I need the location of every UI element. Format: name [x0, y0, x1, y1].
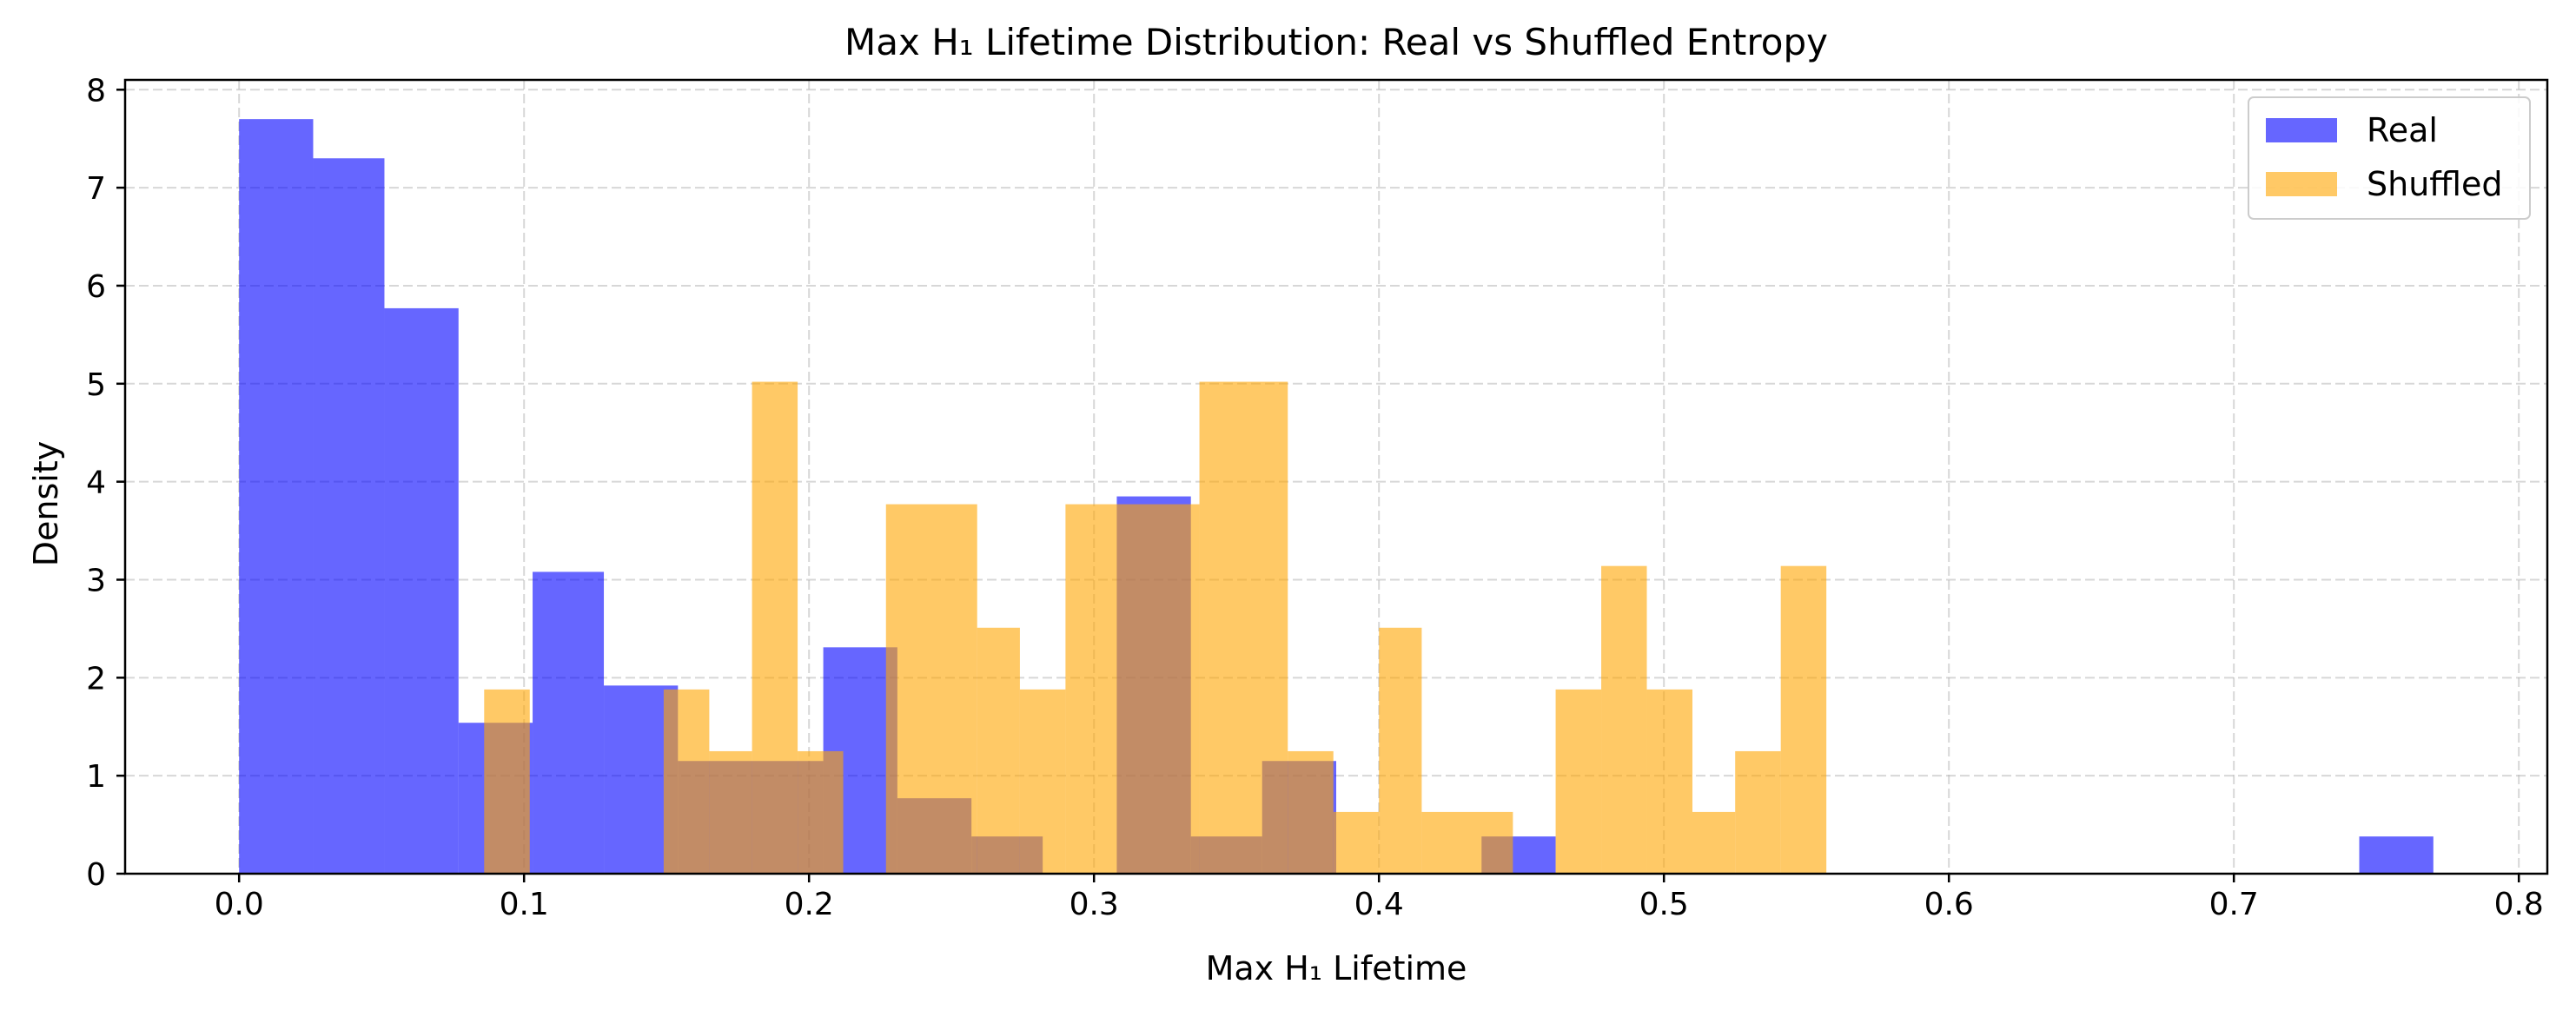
- shuffled-bar: [484, 689, 530, 874]
- histogram-bars: [239, 119, 2434, 875]
- y-tick-label: 1: [86, 759, 106, 795]
- axes: 0.0 0.1 0.2 0.3 0.4 0.5 0.6 0.7 0.8 0 1 2 3 4 5 6 7 8: [86, 73, 2549, 922]
- x-tick-label: 0.4: [1354, 887, 1404, 922]
- x-tick-label: 0.5: [1639, 887, 1689, 922]
- shuffled-bar: [1199, 381, 1288, 875]
- x-tick-label: 0.8: [2494, 887, 2544, 922]
- shuffled-bar: [1692, 811, 1736, 874]
- x-tick-label: 0.3: [1069, 887, 1119, 922]
- shuffled-bar: [1601, 565, 1647, 874]
- y-tick-label: 5: [86, 367, 106, 403]
- shuffled-bar: [1288, 750, 1334, 874]
- real-bar: [239, 119, 314, 874]
- legend: Real Shuffled: [2248, 96, 2531, 220]
- x-tick-label: 0.1: [500, 887, 549, 922]
- legend-label-shuffled: Shuffled: [2367, 165, 2503, 203]
- y-tick-label: 2: [86, 661, 106, 697]
- shuffled-bar: [1646, 689, 1692, 874]
- x-tick-label: 0.6: [1924, 887, 1974, 922]
- y-axis-label: Density: [27, 441, 65, 566]
- legend-swatch-shuffled: [2266, 172, 2337, 196]
- shuffled-bar: [1735, 750, 1781, 874]
- y-tick-label: 7: [86, 171, 106, 207]
- shuffled-bar: [1019, 689, 1066, 874]
- y-tick-label: 0: [86, 857, 106, 893]
- shuffled-bar: [1065, 504, 1200, 874]
- chart-title: Max H₁ Lifetime Distribution: Real vs Sh…: [844, 21, 1828, 63]
- shuffled-bar: [752, 381, 798, 875]
- real-bar: [384, 307, 459, 875]
- y-tick-label: 3: [86, 563, 106, 598]
- real-bar: [533, 571, 605, 874]
- shuffled-bar: [1780, 565, 1827, 874]
- shuffled-bar: [798, 750, 844, 874]
- shuffled-bar: [885, 504, 977, 874]
- shuffled-bar: [1333, 811, 1380, 874]
- y-tick-label: 6: [86, 269, 106, 305]
- plot-frame: [123, 78, 2549, 875]
- legend-swatch-real: [2266, 118, 2337, 142]
- real-bar: [313, 158, 385, 874]
- shuffled-bar: [1421, 811, 1513, 874]
- y-tick-label: 4: [86, 466, 106, 501]
- shuffled-bar: [977, 627, 1020, 874]
- x-tick-label: 0.0: [215, 887, 264, 922]
- real-bar: [2359, 836, 2434, 874]
- legend-label-real: Real: [2367, 111, 2438, 149]
- shuffled-bar: [1555, 689, 1602, 874]
- x-tick-label: 0.2: [785, 887, 834, 922]
- shuffled-bar: [1379, 627, 1422, 874]
- shuffled-bar: [709, 750, 752, 874]
- shuffled-bar: [663, 689, 710, 874]
- x-axis-label: Max H₁ Lifetime: [1206, 949, 1467, 987]
- y-tick-label: 8: [86, 73, 106, 109]
- x-tick-label: 0.7: [2209, 887, 2259, 922]
